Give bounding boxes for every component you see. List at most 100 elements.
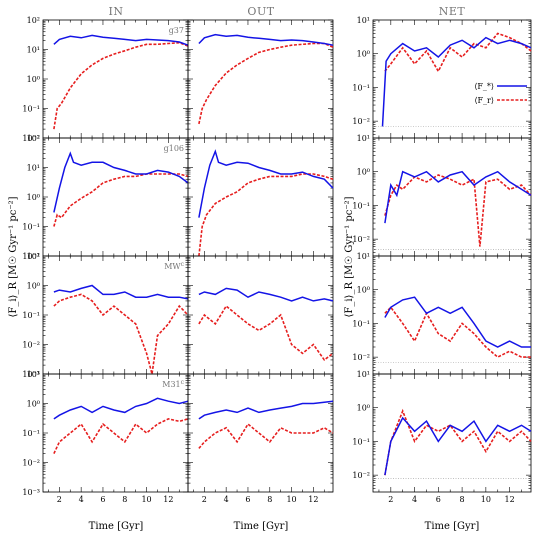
y-tick-label: 10⁻² — [22, 134, 40, 143]
series-star-line — [198, 33, 334, 46]
panel-MWc-in: 10⁻³ 10⁻² 10⁻¹ 10⁰ 10¹ MWc — [22, 252, 189, 379]
galaxy-label: g106 — [164, 144, 184, 153]
panel-frame — [187, 19, 334, 139]
series-gas-line — [53, 418, 189, 454]
x-tick-label: 2 — [202, 495, 207, 504]
y-tick-label: 10⁻¹ — [22, 223, 40, 232]
series-gas-line — [198, 304, 334, 362]
panel-frame — [187, 373, 334, 493]
galaxy-label: g37 — [169, 26, 184, 35]
x-tick-label: 10 — [286, 495, 296, 504]
series-star-line — [198, 287, 334, 302]
panel-M31c-in: 10⁻³ 10⁻² 10⁻¹ 10⁰ 10¹ 2 4 6 8 10 12 M31c — [22, 370, 189, 504]
y-tick-label: 10⁻² — [352, 117, 370, 126]
series-gas-line — [198, 422, 334, 449]
x-tick-label: 8 — [122, 495, 127, 504]
y-tick-label: 10² — [27, 134, 40, 143]
series-star-line — [198, 149, 334, 218]
y-tick-label: 10⁻¹ — [22, 105, 40, 114]
series-star-line — [53, 151, 189, 213]
y-tick-label: 10⁻² — [352, 235, 370, 244]
panel-frame — [372, 19, 532, 139]
y-tick-label: 10⁰ — [27, 75, 40, 84]
panel-g106-in: 10⁻² 10⁻¹ 10⁰ 10¹ 10² g106 — [22, 134, 189, 261]
series-star-line — [53, 397, 189, 420]
series-gas-line — [53, 293, 189, 375]
panel-frame — [187, 137, 334, 257]
x-tick-label: 6 — [100, 495, 105, 504]
column-title-net: NET — [439, 5, 466, 18]
panel-M31c-out: 2 4 6 8 10 12 — [187, 373, 334, 504]
y-tick-label: 10⁻² — [22, 459, 40, 468]
panel-M31c-net: 10⁻² 10⁻¹ 10⁰ 10¹ 2 4 6 8 10 12 — [352, 370, 532, 504]
y-tick-label: 10¹ — [357, 370, 370, 379]
y-tick-label: 10⁰ — [357, 50, 370, 59]
series-star-line — [53, 34, 189, 46]
series-gas-line — [384, 408, 532, 476]
panel-frame — [42, 137, 189, 257]
y-tick-label: 10⁻¹ — [352, 319, 370, 328]
y-tick-label: 10⁻³ — [22, 488, 40, 497]
series-gas-line — [198, 173, 334, 257]
y-tick-label: 10¹ — [27, 370, 40, 379]
x-tick-label: 6 — [436, 495, 441, 504]
x-axis-label-out: Time [Gyr] — [234, 521, 289, 532]
y-axis-label-right: ⟨F_i⟩_R [M☉ Gyr⁻¹ pc⁻²] — [344, 196, 355, 317]
x-tick-label: 4 — [79, 495, 84, 504]
column-title-in: IN — [109, 5, 124, 18]
series-gas-line — [53, 41, 189, 130]
galaxy-label: MWc — [164, 261, 184, 271]
y-tick-label: 10¹ — [27, 252, 40, 261]
panel-g106-net: 10⁻² 10⁻¹ 10⁰ 10¹ — [352, 134, 532, 257]
y-tick-label: 10⁻¹ — [22, 311, 40, 320]
x-tick-label: 6 — [245, 495, 250, 504]
x-tick-label: 4 — [412, 495, 417, 504]
y-tick-label: 10⁰ — [27, 193, 40, 202]
y-axis-label-left: ⟨F_i⟩_R [M☉ Gyr⁻¹ pc⁻²] — [8, 196, 19, 317]
series-gas-line — [384, 32, 532, 73]
x-tick-label: 4 — [224, 495, 229, 504]
panel-g37-in: 10⁻² 10⁻¹ 10⁰ 10¹ 10² g37 — [22, 16, 189, 143]
y-tick-label: 10⁰ — [27, 282, 40, 291]
y-tick-label: 10¹ — [357, 134, 370, 143]
x-tick-label: 12 — [308, 495, 318, 504]
x-axis-label-net: Time [Gyr] — [425, 521, 480, 532]
panels: 10⁻² 10⁻¹ 10⁰ 10¹ 10² g37 10⁻² 10⁻¹ 10⁰ 10¹ ⟨F_*⟩ ⟨… — [22, 16, 532, 504]
panel-frame — [372, 255, 532, 375]
x-tick-label: 2 — [57, 495, 62, 504]
panel-MWc-net: 10⁻² 10⁻¹ 10⁰ 10¹ — [352, 252, 532, 375]
x-tick-label: 12 — [163, 495, 173, 504]
x-tick-label: 10 — [481, 495, 491, 504]
legend-label-star: ⟨F_*⟩ — [474, 82, 494, 91]
y-tick-label: 10⁻¹ — [352, 437, 370, 446]
series-gas-line — [384, 306, 531, 359]
column-title-out: OUT — [247, 5, 274, 18]
y-tick-label: 10⁻² — [352, 471, 370, 480]
x-axis-label-in: Time [Gyr] — [89, 521, 144, 532]
y-tick-label: 10⁻³ — [22, 370, 40, 379]
series-star-line — [384, 170, 532, 224]
series-star-line — [53, 284, 189, 300]
panel-g106-out — [187, 137, 334, 257]
series-gas-line — [384, 174, 532, 247]
series-star-line — [384, 416, 532, 476]
y-tick-label: 10² — [27, 16, 40, 25]
y-tick-label: 10⁰ — [357, 286, 370, 295]
y-tick-label: 10⁰ — [357, 168, 370, 177]
series-star-line — [381, 36, 532, 127]
x-tick-label: 2 — [388, 495, 393, 504]
series-star-line — [198, 400, 334, 420]
panel-frame — [42, 255, 189, 375]
panel-g37-out — [187, 19, 334, 139]
y-tick-label: 10¹ — [357, 16, 370, 25]
y-tick-label: 10¹ — [27, 46, 40, 55]
y-tick-label: 10⁻² — [22, 252, 40, 261]
panel-frame — [372, 373, 532, 493]
panel-frame — [187, 255, 334, 375]
x-tick-label: 8 — [267, 495, 272, 504]
y-tick-label: 10⁻² — [22, 341, 40, 350]
y-tick-label: 10¹ — [27, 164, 40, 173]
series-gas-line — [53, 173, 189, 227]
y-tick-label: 10⁻¹ — [352, 201, 370, 210]
